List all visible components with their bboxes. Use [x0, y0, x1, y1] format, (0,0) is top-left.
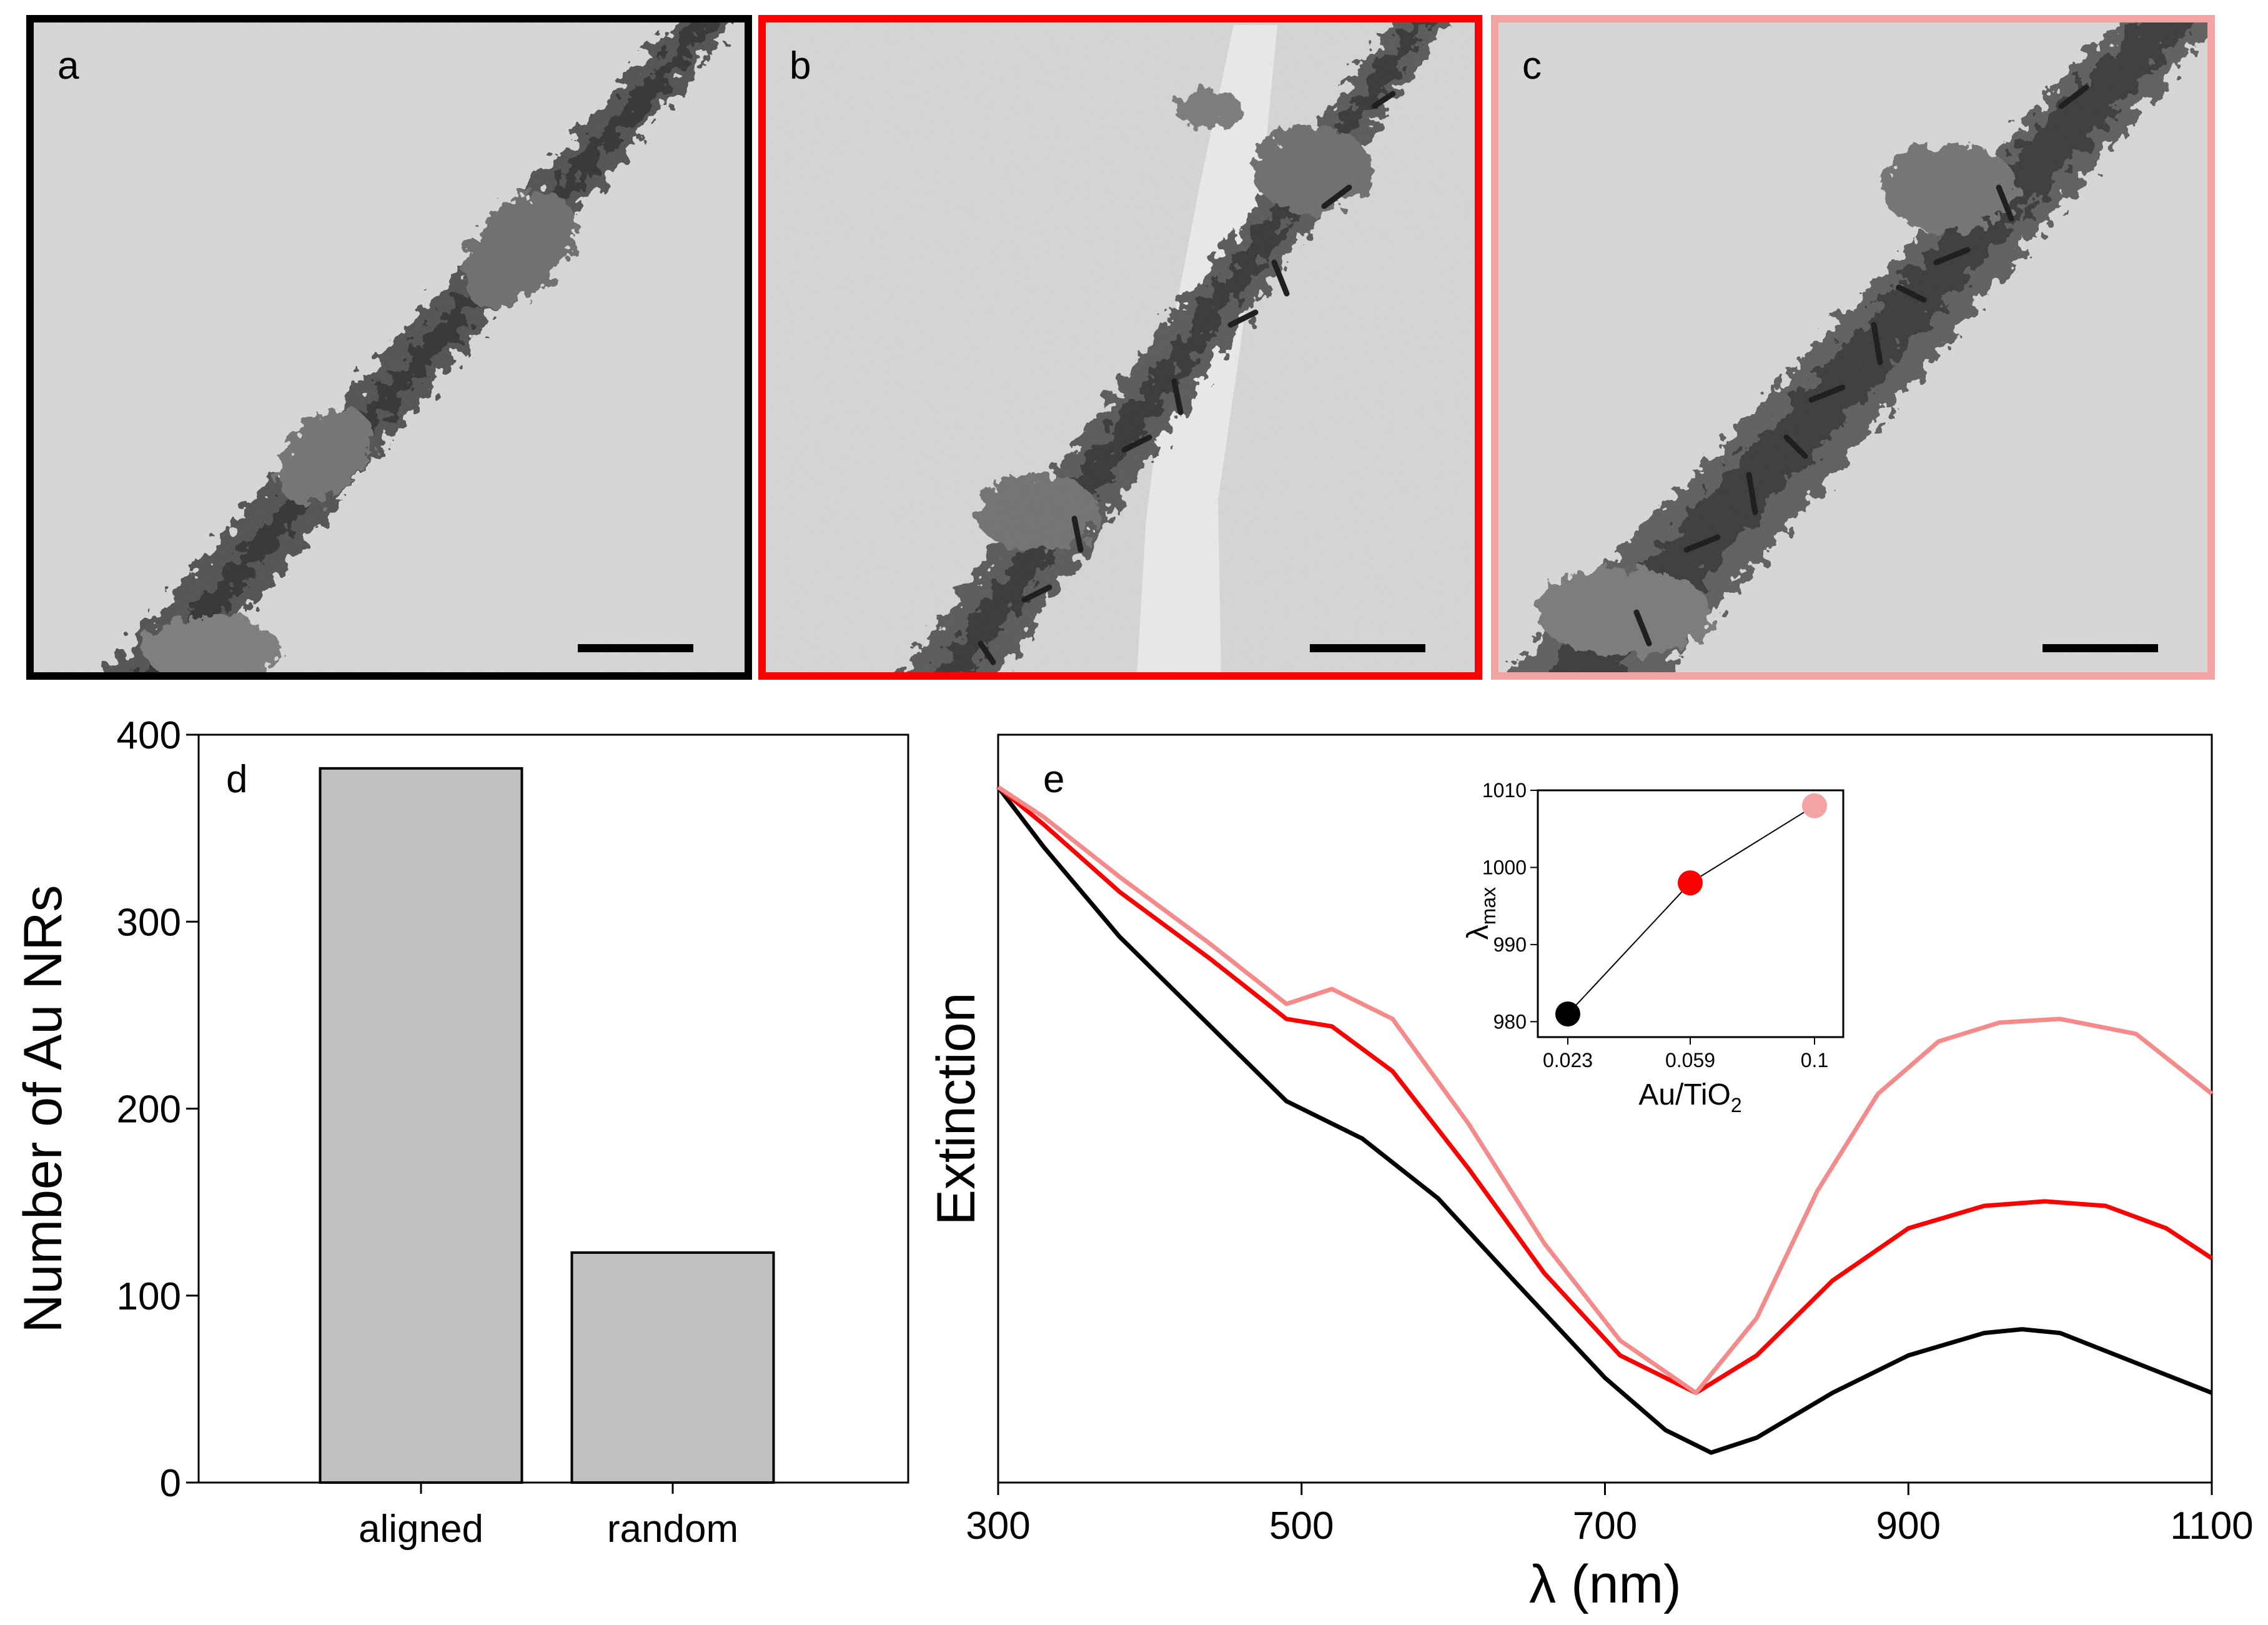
x-tick-label: 1100	[2170, 1504, 2253, 1548]
x-tick-label: aligned	[359, 1508, 483, 1551]
x-tick-label: 300	[966, 1504, 1030, 1548]
panel-b-frame	[758, 15, 1482, 680]
inset-x-tick-label: 0.1	[1801, 1049, 1828, 1071]
spectrum-line-0	[996, 785, 2213, 1455]
inset-y-tick-label: 990	[1493, 933, 1527, 956]
spectrum-line-2	[997, 785, 2214, 1395]
plot-frame	[197, 733, 909, 1484]
y-tick-label: 200	[117, 1088, 181, 1131]
y-axis-label: Number of Au NRs	[13, 885, 73, 1333]
inset-point	[1555, 1001, 1580, 1026]
bar-aligned	[319, 767, 523, 1484]
scale-bar	[1310, 644, 1425, 652]
y-axis-label: Extinction	[926, 993, 986, 1226]
panel-b-label: b	[790, 44, 811, 87]
line-chart-e: e 300 500 700 900 1100 λ (nm) Extinction	[926, 733, 2254, 1614]
inset-x-tick-label: 0.023	[1543, 1049, 1593, 1071]
inset-y-tick-label: 1000	[1482, 856, 1527, 878]
x-axis-label: λ (nm)	[1529, 1554, 1681, 1614]
panel-c-frame	[1491, 15, 2215, 680]
inset-chart: 980 990 1000 1010 0.023 0.059 0.1 Au/TiO2 λmax	[1462, 779, 1845, 1116]
scale-bar	[578, 644, 693, 652]
x-tick-label: 500	[1269, 1504, 1334, 1548]
panel-d-label: d	[226, 758, 247, 801]
inset-y-tick-label: 980	[1493, 1010, 1527, 1033]
inset-x-tick-label: 0.059	[1665, 1049, 1715, 1071]
inset-y-tick-label: 1010	[1482, 779, 1527, 802]
inset-point	[1678, 870, 1703, 896]
tem-panel-b: b	[758, 15, 1482, 680]
panel-c-label: c	[1522, 44, 1542, 87]
x-tick-label: random	[607, 1508, 738, 1551]
y-tick-label: 0	[160, 1462, 181, 1505]
x-tick-label: 700	[1573, 1504, 1637, 1548]
inset-frame	[1537, 789, 1845, 1038]
inset-point	[1802, 793, 1827, 818]
tem-panel-a: a	[26, 15, 752, 680]
tem-panel-c: c	[1491, 15, 2215, 680]
scale-bar	[2043, 644, 2158, 652]
bar-random	[570, 1251, 775, 1484]
y-tick-label: 100	[117, 1275, 181, 1318]
inset-x-axis-label: Au/TiO2	[1638, 1078, 1741, 1116]
panel-a-label: a	[57, 44, 79, 87]
y-tick-label: 300	[117, 901, 181, 944]
panel-e-label: e	[1043, 758, 1064, 801]
panel-a-frame	[26, 15, 752, 680]
inset-y-axis-label: λmax	[1462, 887, 1500, 940]
bar-chart-d: d 0 100 200 300 400 aligned random Number of …	[13, 714, 909, 1551]
x-tick-label: 900	[1876, 1504, 1941, 1548]
y-tick-label: 400	[117, 714, 181, 757]
spectrum-line-1	[996, 785, 2213, 1395]
